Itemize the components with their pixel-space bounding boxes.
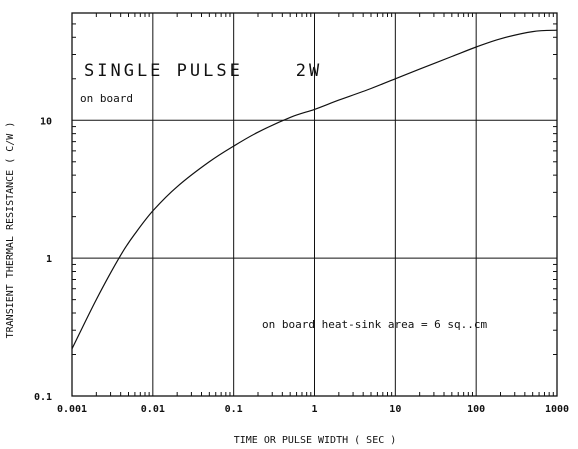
x-tick-label: 10 xyxy=(389,404,401,415)
x-tick-label: 1 xyxy=(311,404,317,415)
x-tick-label: 100 xyxy=(467,404,485,415)
y-tick-label: 0.1 xyxy=(34,392,52,403)
minor-ticks xyxy=(72,13,557,396)
y-tick-label: 10 xyxy=(40,116,52,127)
chart-title: SINGLE PULSE 2W xyxy=(84,61,322,81)
grid-lines xyxy=(72,13,557,396)
x-tick-label: 0.01 xyxy=(141,404,165,415)
x-tick-label: 0.1 xyxy=(225,404,243,415)
series-line xyxy=(71,29,558,350)
x-tick-label: 1000 xyxy=(545,404,569,415)
annotation-heat-sink-area: on board heat-sink area = 6 sq..cm xyxy=(262,318,488,331)
x-axis-title: TIME OR PULSE WIDTH ( SEC ) xyxy=(234,435,397,446)
annotation-on-board: on board xyxy=(80,92,133,105)
y-axis-title: TRANSIENT THERMAL RESISTANCE ( C/W ) xyxy=(5,122,16,339)
x-tick-labels: 0.001 0.01 0.1 1 10 100 1000 xyxy=(57,404,569,415)
y-tick-labels: 0.1 1 10 xyxy=(34,116,52,403)
y-tick-label: 1 xyxy=(46,254,52,265)
x-tick-label: 0.001 xyxy=(57,404,87,415)
